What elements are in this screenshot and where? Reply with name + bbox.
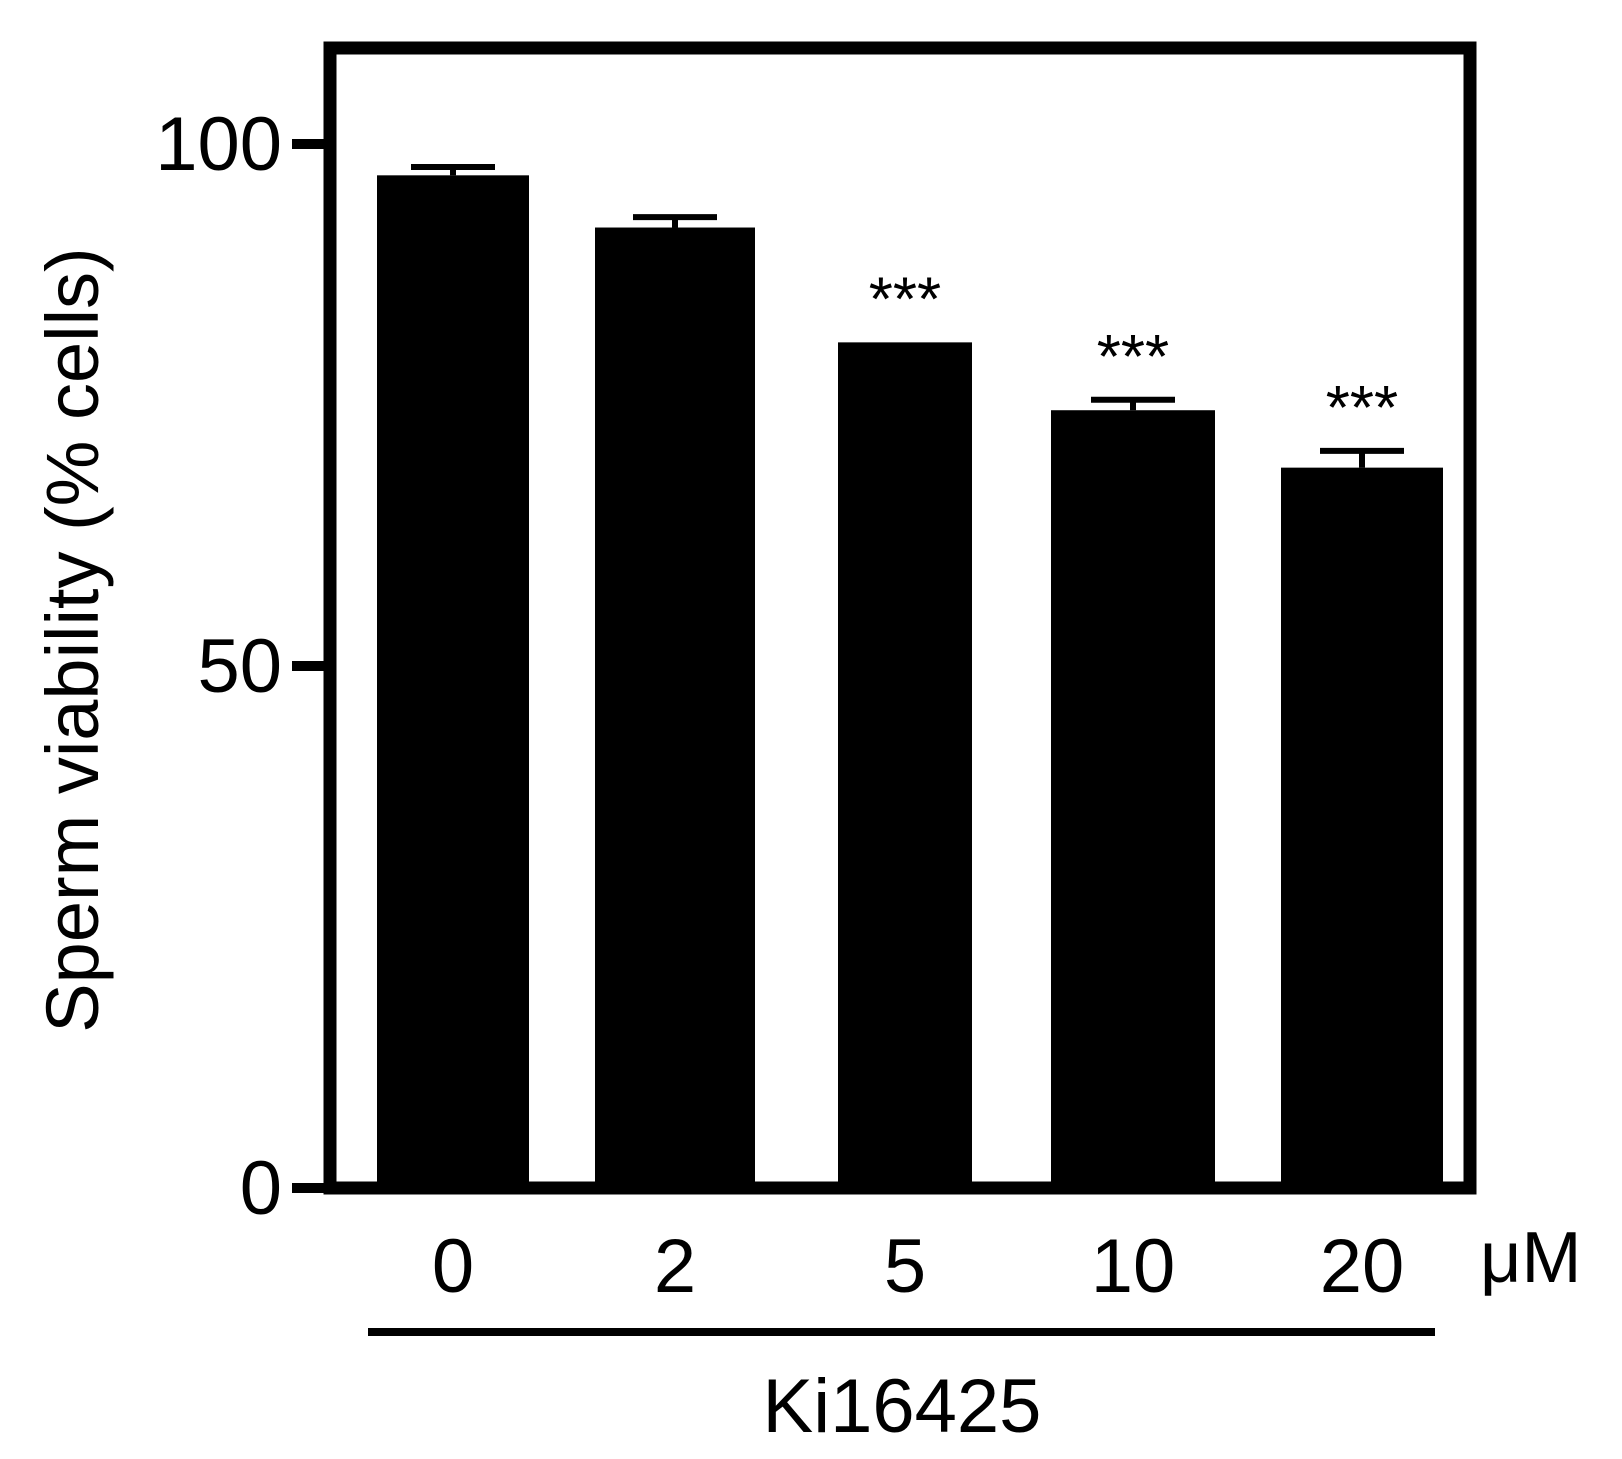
x-tick-labels: 0 2 5 10 20 xyxy=(432,1224,1404,1309)
significance-label: *** xyxy=(1097,323,1169,392)
y-tick-label: 50 xyxy=(197,624,282,709)
x-tick-label: 5 xyxy=(884,1224,926,1309)
y-tick-label: 100 xyxy=(155,102,282,187)
y-axis-ticks: 0 50 100 xyxy=(155,102,330,1231)
bar xyxy=(1051,410,1215,1189)
y-axis-label: Sperm viability (% cells) xyxy=(31,247,114,1032)
x-tick-label: 10 xyxy=(1091,1224,1176,1309)
x-tick-label: 2 xyxy=(654,1224,696,1309)
bar xyxy=(838,342,972,1188)
bar xyxy=(377,175,529,1188)
group-label: Ki16425 xyxy=(763,1364,1042,1449)
bars-group: *** *** *** xyxy=(377,163,1443,1189)
x-tick-label: 20 xyxy=(1320,1224,1405,1309)
unit-label: μM xyxy=(1480,1218,1581,1298)
y-tick-label: 0 xyxy=(240,1146,282,1231)
bar xyxy=(595,227,755,1188)
significance-label: *** xyxy=(1326,374,1398,443)
x-tick-label: 0 xyxy=(432,1224,474,1309)
bar xyxy=(1281,467,1443,1188)
significance-label: *** xyxy=(869,265,941,334)
